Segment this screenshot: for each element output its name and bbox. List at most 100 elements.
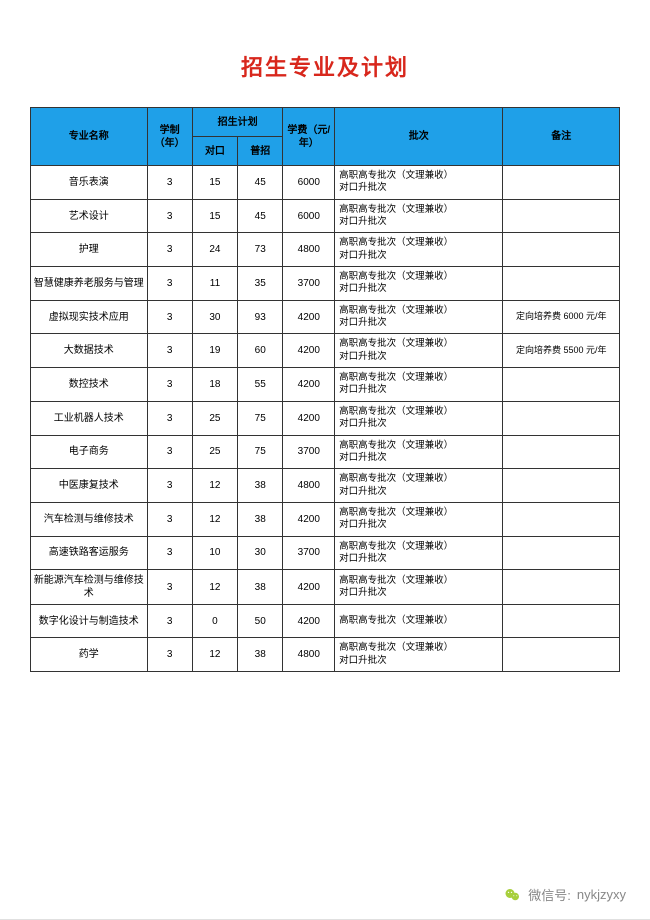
table-cell: 高职高专批次（文理兼收）对口升批次 — [335, 267, 503, 301]
table-cell: 高职高专批次（文理兼收）对口升批次 — [335, 334, 503, 368]
table-cell: 12 — [192, 502, 237, 536]
table-row: 音乐表演315456000高职高专批次（文理兼收）对口升批次 — [31, 166, 620, 200]
table-cell: 高职高专批次（文理兼收）对口升批次 — [335, 166, 503, 200]
table-cell: 4800 — [283, 233, 335, 267]
table-cell: 18 — [192, 368, 237, 402]
table-cell: 大数据技术 — [31, 334, 148, 368]
table-cell: 0 — [192, 605, 237, 638]
table-row: 工业机器人技术325754200高职高专批次（文理兼收）对口升批次 — [31, 401, 620, 435]
table-cell: 3 — [147, 267, 192, 301]
table-row: 汽车检测与维修技术312384200高职高专批次（文理兼收）对口升批次 — [31, 502, 620, 536]
table-cell: 30 — [238, 536, 283, 570]
table-cell: 10 — [192, 536, 237, 570]
table-cell — [503, 605, 620, 638]
table-cell: 3 — [147, 502, 192, 536]
table-cell: 音乐表演 — [31, 166, 148, 200]
table-row: 虚拟现实技术应用330934200高职高专批次（文理兼收）对口升批次定向培养费 … — [31, 300, 620, 334]
table-cell: 15 — [192, 199, 237, 233]
table-cell: 4200 — [283, 570, 335, 605]
table-cell: 3 — [147, 605, 192, 638]
table-cell: 3 — [147, 199, 192, 233]
table-cell: 60 — [238, 334, 283, 368]
column-header: 学制（年） — [147, 108, 192, 166]
table-cell: 护理 — [31, 233, 148, 267]
table-cell: 4800 — [283, 469, 335, 503]
table-cell: 高职高专批次（文理兼收）对口升批次 — [335, 536, 503, 570]
table-cell: 高职高专批次（文理兼收）对口升批次 — [335, 570, 503, 605]
table-cell: 55 — [238, 368, 283, 402]
table-cell: 19 — [192, 334, 237, 368]
table-cell: 4200 — [283, 401, 335, 435]
table-cell: 定向培养费 6000 元/年 — [503, 300, 620, 334]
table-cell: 75 — [238, 435, 283, 469]
table-cell: 15 — [192, 166, 237, 200]
table-row: 高速铁路客运服务310303700高职高专批次（文理兼收）对口升批次 — [31, 536, 620, 570]
table-cell: 12 — [192, 638, 237, 672]
table-row: 电子商务325753700高职高专批次（文理兼收）对口升批次 — [31, 435, 620, 469]
table-cell: 高职高专批次（文理兼收）对口升批次 — [335, 638, 503, 672]
table-cell: 30 — [192, 300, 237, 334]
table-cell — [503, 199, 620, 233]
table-cell — [503, 638, 620, 672]
table-cell — [503, 570, 620, 605]
table-cell — [503, 502, 620, 536]
table-cell: 汽车检测与维修技术 — [31, 502, 148, 536]
column-header: 对口 — [192, 137, 237, 166]
table-cell: 高职高专批次（文理兼收）对口升批次 — [335, 502, 503, 536]
table-cell: 虚拟现实技术应用 — [31, 300, 148, 334]
table-cell: 3 — [147, 166, 192, 200]
footer-wechat: 微信号: nykjzyxy — [504, 885, 626, 904]
table-cell: 25 — [192, 401, 237, 435]
table-row: 新能源汽车检测与维修技术312384200高职高专批次（文理兼收）对口升批次 — [31, 570, 620, 605]
table-cell: 3700 — [283, 267, 335, 301]
admission-table: 专业名称学制（年）招生计划学费（元/年）批次备注对口普招 音乐表演3154560… — [30, 107, 620, 672]
table-cell: 3 — [147, 536, 192, 570]
table-cell: 75 — [238, 401, 283, 435]
table-cell: 3 — [147, 469, 192, 503]
table-cell — [503, 536, 620, 570]
table-cell: 4200 — [283, 368, 335, 402]
table-cell: 高职高专批次（文理兼收）对口升批次 — [335, 199, 503, 233]
table-cell — [503, 166, 620, 200]
table-row: 数控技术318554200高职高专批次（文理兼收）对口升批次 — [31, 368, 620, 402]
wechat-icon — [504, 886, 522, 904]
table-cell: 38 — [238, 570, 283, 605]
table-cell: 智慧健康养老服务与管理 — [31, 267, 148, 301]
table-cell: 高职高专批次（文理兼收）对口升批次 — [335, 435, 503, 469]
table-cell: 38 — [238, 469, 283, 503]
table-cell: 4200 — [283, 300, 335, 334]
table-cell: 4200 — [283, 334, 335, 368]
table-cell: 定向培养费 5500 元/年 — [503, 334, 620, 368]
table-cell: 高速铁路客运服务 — [31, 536, 148, 570]
table-cell: 93 — [238, 300, 283, 334]
column-header: 普招 — [238, 137, 283, 166]
table-cell: 3700 — [283, 435, 335, 469]
column-header: 批次 — [335, 108, 503, 166]
table-cell: 45 — [238, 199, 283, 233]
table-cell — [503, 469, 620, 503]
table-cell — [503, 401, 620, 435]
footer-label: 微信号: — [528, 885, 571, 904]
table-cell: 73 — [238, 233, 283, 267]
table-cell: 药学 — [31, 638, 148, 672]
table-cell: 高职高专批次（文理兼收） — [335, 605, 503, 638]
column-header: 招生计划 — [192, 108, 283, 137]
table-cell: 数控技术 — [31, 368, 148, 402]
table-cell: 38 — [238, 638, 283, 672]
table-cell: 4800 — [283, 638, 335, 672]
table-cell: 50 — [238, 605, 283, 638]
table-cell: 高职高专批次（文理兼收）对口升批次 — [335, 233, 503, 267]
table-cell: 6000 — [283, 166, 335, 200]
table-cell: 高职高专批次（文理兼收）对口升批次 — [335, 300, 503, 334]
table-cell: 3700 — [283, 536, 335, 570]
table-cell: 3 — [147, 300, 192, 334]
table-cell: 3 — [147, 401, 192, 435]
table-row: 中医康复技术312384800高职高专批次（文理兼收）对口升批次 — [31, 469, 620, 503]
table-cell: 高职高专批次（文理兼收）对口升批次 — [335, 401, 503, 435]
table-cell: 艺术设计 — [31, 199, 148, 233]
table-cell: 高职高专批次（文理兼收）对口升批次 — [335, 469, 503, 503]
table-cell: 4200 — [283, 502, 335, 536]
table-cell: 3 — [147, 435, 192, 469]
table-row: 大数据技术319604200高职高专批次（文理兼收）对口升批次定向培养费 550… — [31, 334, 620, 368]
table-cell: 12 — [192, 469, 237, 503]
